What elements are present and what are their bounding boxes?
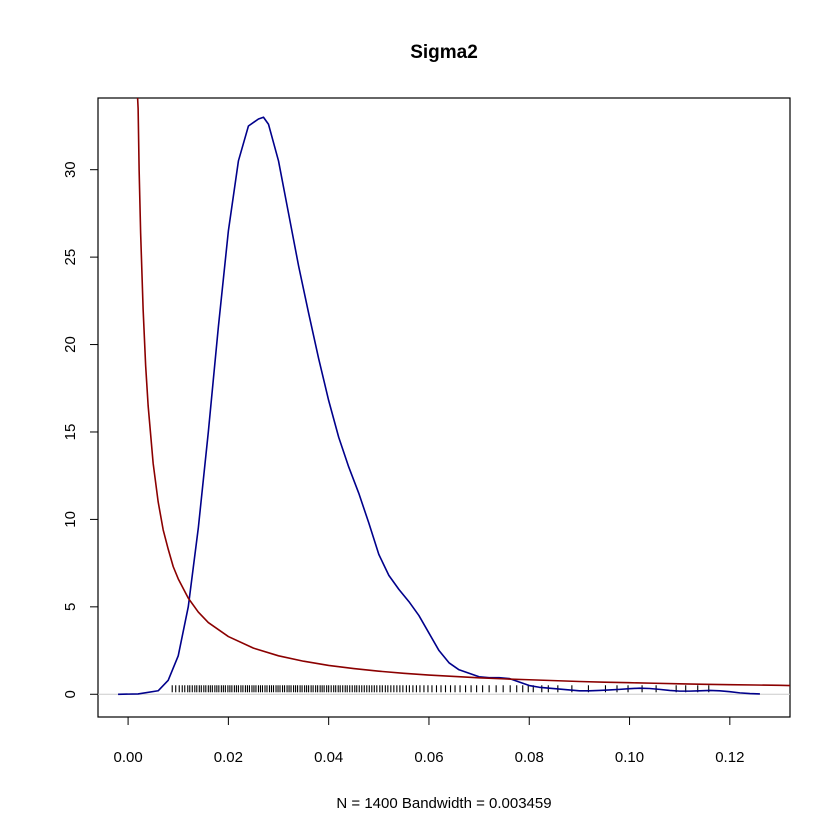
x-tick-label: 0.00 xyxy=(113,749,142,766)
x-axis: 0.00 0.02 0.04 0.06 0.08 0.10 0.12 xyxy=(113,716,744,766)
y-tick-label: 5 xyxy=(62,603,79,611)
x-tick-label: 0.02 xyxy=(214,749,243,766)
x-tick-label: 0.08 xyxy=(515,749,544,766)
series-group xyxy=(118,98,790,696)
x-tick-label: 0.06 xyxy=(414,749,443,766)
prior-curve xyxy=(136,98,790,687)
y-tick-label: 15 xyxy=(62,424,79,441)
x-tick-label: 0.04 xyxy=(314,749,343,766)
density-curve xyxy=(118,116,760,696)
y-axis: 0 5 10 15 20 25 30 xyxy=(62,161,99,698)
y-tick-label: 25 xyxy=(62,249,79,266)
y-tick-label: 20 xyxy=(62,336,79,353)
y-tick-label: 10 xyxy=(62,511,79,528)
plot-frame xyxy=(97,97,791,718)
y-tick-label: 0 xyxy=(62,690,79,698)
y-tick-label: 30 xyxy=(62,161,79,178)
x-tick-label: 0.10 xyxy=(615,749,644,766)
x-axis-label: N = 1400 Bandwidth = 0.003459 xyxy=(336,795,551,812)
chart-title: Sigma2 xyxy=(410,42,478,63)
x-tick-label: 0.12 xyxy=(715,749,744,766)
